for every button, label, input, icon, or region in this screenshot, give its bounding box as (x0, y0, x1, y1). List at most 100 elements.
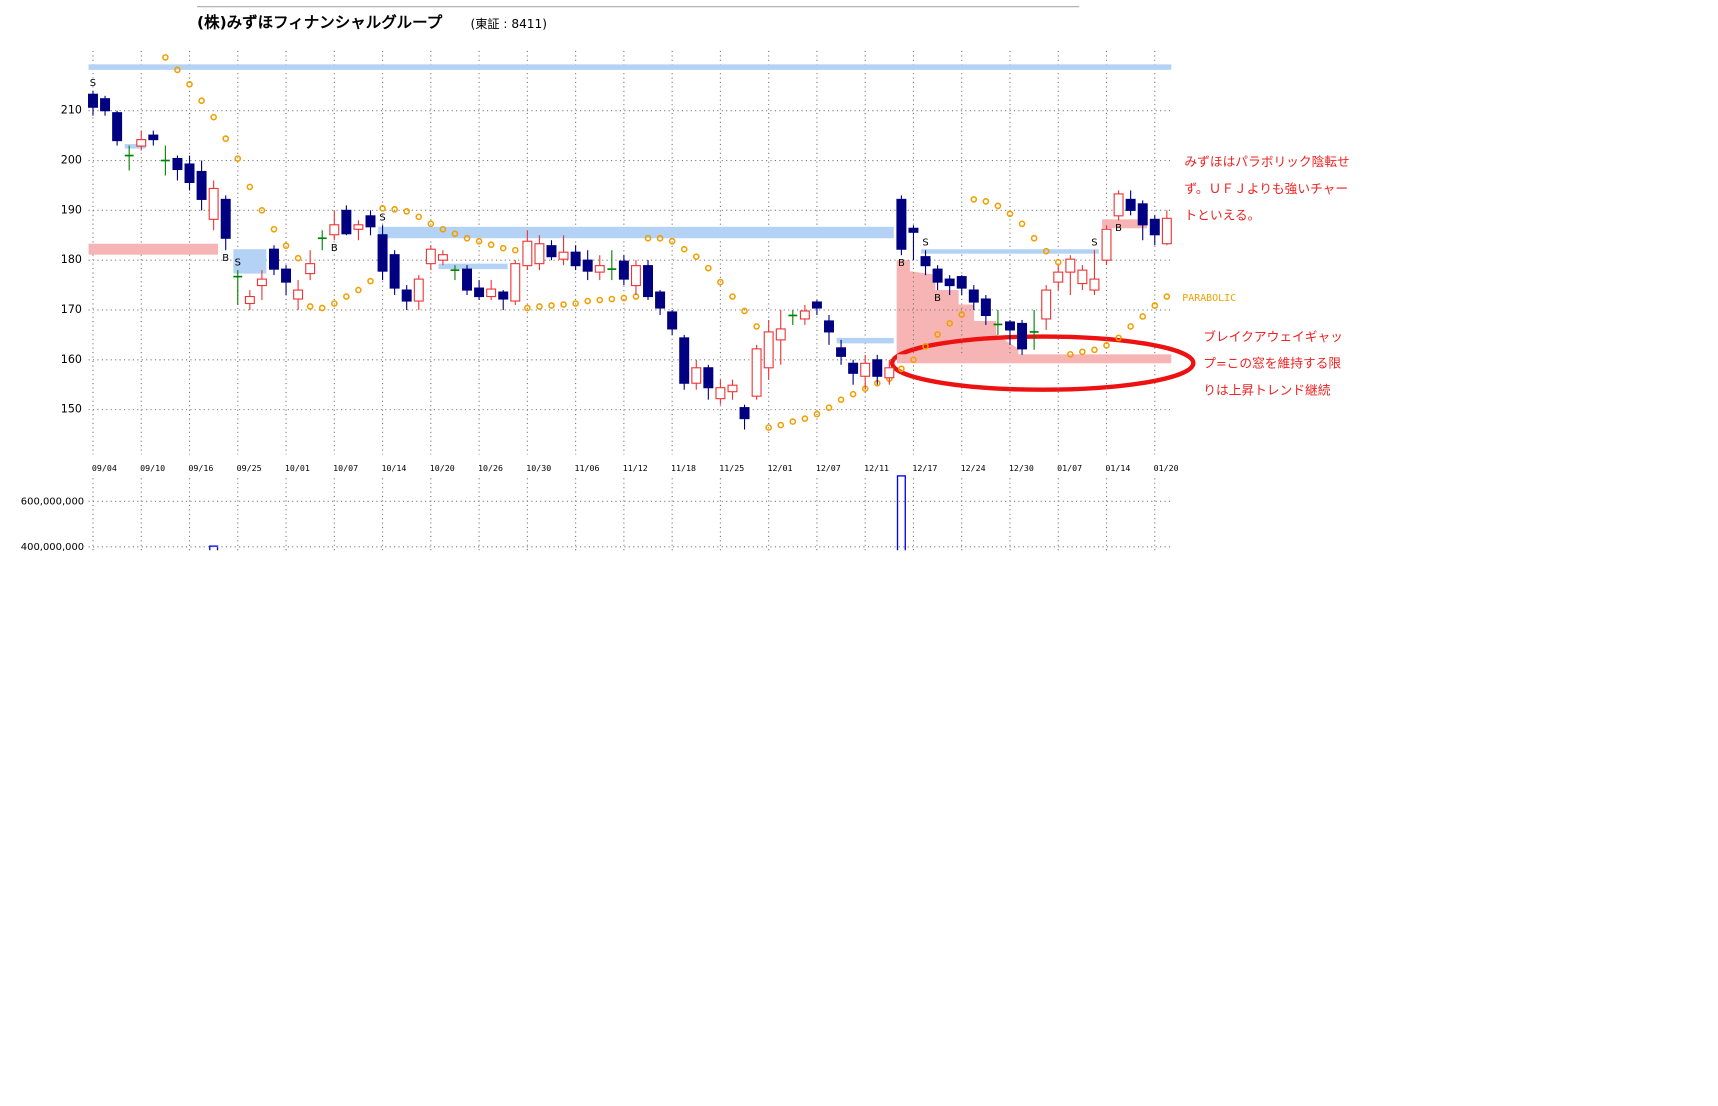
candle-body (836, 347, 847, 357)
y-tick-label: 160 (61, 353, 82, 366)
parabolic-dot (318, 304, 326, 312)
x-tick-label: 01/20 (1154, 463, 1179, 473)
x-tick-label: 11/12 (623, 463, 648, 473)
parabolic-dot (1042, 247, 1050, 255)
candle-body (112, 112, 123, 142)
parabolic-dot (246, 183, 254, 191)
price-zone (124, 144, 146, 149)
price-zone (836, 337, 894, 344)
parabolic-dot (898, 365, 905, 373)
candle-body (522, 240, 533, 267)
parabolic-dot (270, 225, 278, 233)
signal-label: B (898, 258, 905, 269)
candle-body (968, 289, 979, 303)
candle-body (739, 407, 750, 420)
candle-body (437, 254, 448, 261)
parabolic-dot (524, 304, 531, 312)
parabolic-dot (789, 418, 797, 425)
chart-title: (株)みずほフィナンシャルグループ (197, 13, 443, 32)
parabolic-dot (596, 296, 604, 304)
candle-body (811, 301, 822, 309)
x-tick-label: 10/14 (381, 463, 406, 473)
candle-body (594, 265, 605, 273)
parabolic-dot (222, 135, 230, 142)
candle-body (727, 384, 738, 393)
candle-body (365, 215, 376, 228)
parabolic-dot (982, 198, 990, 205)
signal-label: S (379, 213, 385, 224)
candle-body (172, 157, 183, 171)
candle-body (872, 359, 883, 377)
parabolic-dot (608, 295, 616, 303)
candle-body (341, 209, 352, 235)
parabolic-dot (536, 303, 543, 310)
candle-body (570, 251, 581, 267)
parabolic-dot (572, 300, 579, 307)
parabolic-dot (813, 410, 821, 418)
candle-body (389, 254, 400, 289)
x-tick-label: 10/20 (430, 463, 455, 473)
parabolic-dot (717, 278, 724, 286)
candle-body (860, 362, 871, 377)
candle-body (136, 139, 147, 147)
x-tick-label: 12/07 (816, 463, 841, 473)
candle-body (220, 198, 231, 239)
annotation-line: みずほはパラボリック陰転せ (1184, 155, 1349, 170)
annotation-line: トといえる。 (1184, 208, 1260, 223)
signal-label: S (90, 78, 96, 89)
y-tick-label: 170 (61, 303, 82, 316)
parabolic-dot (355, 286, 362, 294)
candle-body (582, 259, 593, 272)
x-tick-label: 01/07 (1057, 463, 1082, 473)
candle-body (908, 227, 919, 233)
volume-tick-label: 400,000,000 (21, 542, 84, 553)
candle-body (1065, 258, 1076, 273)
parabolic-dot (415, 213, 423, 221)
x-tick-label: 12/11 (864, 463, 889, 473)
parabolic-dot (1103, 342, 1110, 349)
candle-body (824, 320, 834, 333)
parabolic-dot (934, 331, 941, 338)
parabolic-dot (487, 241, 495, 249)
parabolic-dot (1054, 258, 1062, 266)
candle-body (799, 310, 810, 320)
volume-bar (209, 545, 219, 551)
parabolic-dot (668, 237, 676, 245)
x-tick-label: 12/17 (912, 463, 937, 473)
candle-body (100, 98, 111, 112)
candle-body (1149, 218, 1160, 236)
parabolic-dot (306, 303, 314, 310)
x-tick-label: 10/01 (285, 463, 310, 473)
parabolic-dot (1066, 351, 1074, 358)
x-tick-label: 12/24 (961, 463, 986, 473)
parabolic-dot (656, 234, 664, 242)
candle-body (691, 367, 702, 384)
annotation-line: ブレイクアウェイギャッ (1203, 329, 1343, 345)
candle-body (848, 362, 859, 374)
candle-body (763, 331, 774, 369)
candle-body (353, 224, 364, 230)
x-tick-label: 09/25 (237, 463, 262, 473)
candle-body (1089, 278, 1100, 291)
candle-body (751, 348, 762, 397)
parabolic-dot (1115, 334, 1122, 342)
volume-bar (896, 475, 906, 551)
gap-fill (896, 260, 1019, 357)
y-tick-label: 150 (61, 403, 82, 416)
candle-body (329, 224, 340, 236)
candle-body (88, 93, 98, 108)
candle-body (462, 268, 473, 291)
parabolic-dot (451, 230, 459, 238)
candle-body (1161, 217, 1172, 245)
candle-body (667, 311, 678, 330)
chart-subtitle: (東証 : 8411) (470, 17, 547, 31)
x-tick-label: 11/18 (671, 463, 696, 473)
parabolic-dot (753, 323, 760, 330)
parabolic-dot (825, 404, 833, 411)
candle-body (1137, 203, 1148, 226)
parabolic-dot (330, 300, 338, 307)
parabolic-dot (922, 343, 929, 350)
parabolic-dot (705, 264, 712, 272)
candle-body (184, 163, 195, 184)
